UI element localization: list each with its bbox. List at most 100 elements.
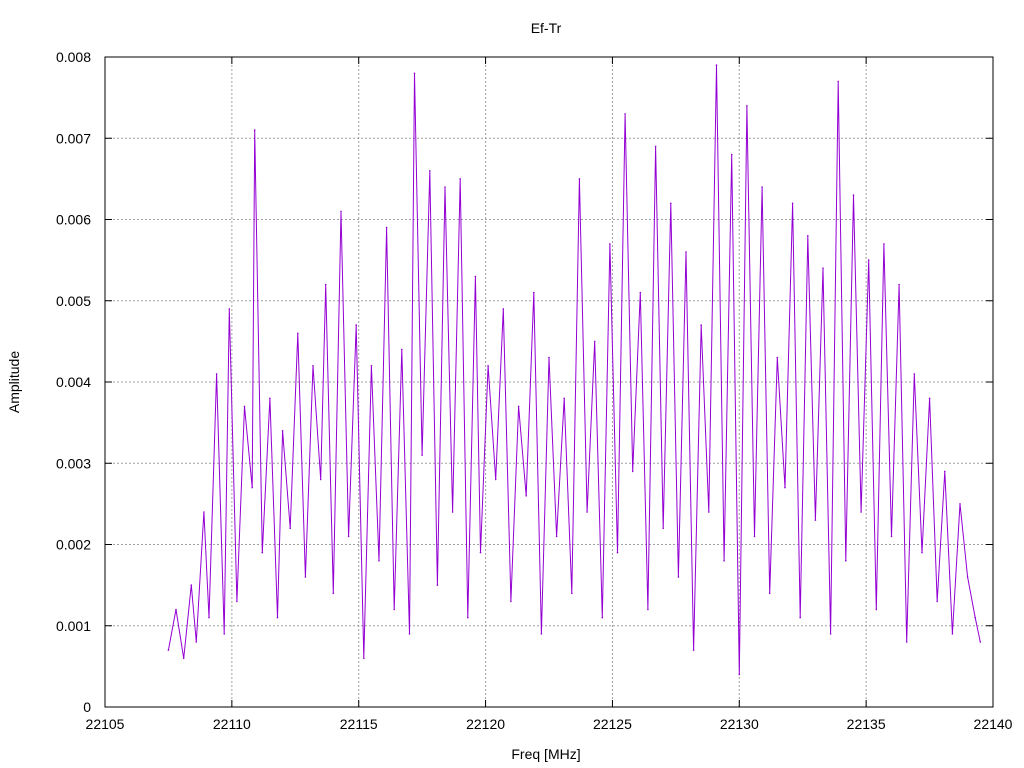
data-point <box>175 608 177 611</box>
series-line <box>167 65 981 675</box>
data-point <box>223 633 225 635</box>
data-point <box>385 226 388 229</box>
data-point <box>730 153 733 156</box>
x-tick-label: 22120 <box>466 716 505 732</box>
data-point <box>312 365 314 367</box>
data-point <box>578 178 581 180</box>
data-point <box>944 470 946 473</box>
data-point <box>253 129 256 131</box>
x-tick-label: 22130 <box>720 716 759 732</box>
data-point <box>408 633 411 635</box>
series-layer <box>167 64 982 676</box>
data-point <box>883 243 885 245</box>
data-point <box>586 511 588 513</box>
y-tick-label: 0.001 <box>56 618 91 634</box>
data-point <box>829 633 832 635</box>
data-point <box>355 324 358 326</box>
data-point <box>913 373 916 375</box>
data-point <box>685 251 687 253</box>
data-point <box>243 405 246 408</box>
data-point <box>378 560 380 562</box>
data-point <box>525 495 527 497</box>
data-point <box>647 608 649 611</box>
data-point <box>297 332 299 335</box>
data-point <box>723 560 725 562</box>
data-point <box>807 235 809 237</box>
data-point <box>761 186 763 188</box>
data-point <box>905 641 908 643</box>
data-point <box>601 616 604 619</box>
data-point <box>459 178 462 180</box>
data-point <box>413 72 416 75</box>
data-point <box>852 194 855 196</box>
x-tick-label: 22140 <box>974 716 1013 732</box>
data-point <box>195 641 198 643</box>
data-point <box>677 576 680 578</box>
data-point <box>289 527 292 530</box>
x-tick-label: 22125 <box>593 716 632 732</box>
data-point <box>474 275 477 278</box>
data-point <box>548 356 550 359</box>
data-point <box>436 584 439 586</box>
y-axis-label: Amplitude <box>6 351 22 413</box>
data-point <box>370 365 373 367</box>
data-point <box>510 600 512 603</box>
data-point <box>363 657 365 660</box>
data-point <box>563 397 565 400</box>
data-point <box>593 340 596 343</box>
data-point <box>487 365 489 367</box>
data-point <box>738 673 741 676</box>
data-point <box>479 551 482 554</box>
data-point <box>347 535 350 538</box>
y-tick-label: 0.007 <box>56 130 91 146</box>
data-point <box>715 64 718 66</box>
data-point <box>670 202 672 205</box>
data-point <box>393 608 396 611</box>
data-point <box>784 486 786 489</box>
data-point <box>936 600 938 603</box>
data-point <box>928 397 931 400</box>
data-point <box>269 397 271 400</box>
data-point <box>966 576 969 578</box>
data-point <box>609 243 611 245</box>
y-tick-label: 0 <box>83 699 91 715</box>
data-point <box>799 616 801 619</box>
data-point <box>502 308 505 310</box>
data-point <box>959 503 961 505</box>
data-point <box>167 649 170 651</box>
data-point <box>875 608 878 611</box>
data-point <box>974 616 976 619</box>
x-tick-label: 22110 <box>213 716 251 732</box>
data-point <box>708 511 710 513</box>
data-point <box>890 535 893 538</box>
y-tick-label: 0.005 <box>56 293 91 309</box>
data-point <box>251 486 253 489</box>
data-point <box>571 592 573 595</box>
data-point <box>624 113 626 115</box>
data-point <box>746 105 748 107</box>
data-point <box>228 308 231 310</box>
data-point <box>324 283 327 286</box>
data-point <box>215 373 218 375</box>
data-point <box>340 210 342 213</box>
y-tick-label: 0.002 <box>56 537 91 553</box>
data-point <box>700 324 702 326</box>
data-point <box>692 649 695 651</box>
data-point <box>791 202 794 205</box>
y-tick-label: 0.006 <box>56 212 91 228</box>
data-point <box>429 170 431 172</box>
x-tick-label: 22135 <box>847 716 886 732</box>
data-point <box>540 633 543 635</box>
data-point <box>236 600 238 603</box>
data-point <box>421 454 423 456</box>
data-point <box>639 291 642 294</box>
data-point <box>662 527 664 530</box>
data-point <box>860 511 862 513</box>
data-point <box>753 535 756 538</box>
data-point <box>467 616 469 619</box>
data-point <box>451 511 454 513</box>
y-tick-label: 0.008 <box>56 49 91 65</box>
data-point <box>401 348 403 351</box>
grid-layer <box>105 57 993 707</box>
